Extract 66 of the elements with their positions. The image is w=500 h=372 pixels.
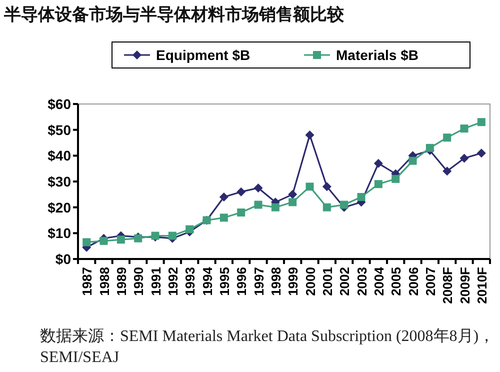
x-tick-label: 2005 bbox=[388, 267, 404, 296]
legend-label: Equipment $B bbox=[156, 47, 250, 63]
x-tick-label: 2006 bbox=[406, 267, 421, 296]
point bbox=[186, 225, 194, 234]
point bbox=[305, 130, 314, 140]
point bbox=[254, 183, 263, 192]
x-tick-label: 2007 bbox=[422, 267, 438, 296]
point bbox=[236, 187, 246, 196]
point bbox=[460, 154, 469, 163]
point bbox=[100, 236, 108, 245]
x-tick-label: 2002 bbox=[337, 267, 352, 296]
point bbox=[476, 148, 486, 158]
y-tick-label: $40 bbox=[48, 148, 72, 164]
y-tick-label: $60 bbox=[48, 96, 72, 112]
x-tick-label: 2010F bbox=[474, 266, 490, 304]
annotation: 数据来源：SEMI Materials Market Data Subscription (2008年8月)，SEMI/SEAJ bbox=[40, 326, 496, 368]
x-tick-label: 2001 bbox=[320, 267, 335, 296]
point bbox=[322, 182, 332, 192]
x-tick-label: 1996 bbox=[234, 267, 250, 296]
x-tick-label: 1994 bbox=[200, 266, 215, 296]
x-tick-label: 1997 bbox=[251, 267, 266, 296]
point bbox=[306, 182, 314, 191]
y-tick-label: $0 bbox=[55, 251, 72, 267]
x-tick-label: 2003 bbox=[354, 267, 370, 296]
point bbox=[116, 236, 125, 244]
y-tick-label: $10 bbox=[48, 225, 72, 242]
x-tick-label: 1992 bbox=[165, 267, 180, 296]
x-tick-label: 1988 bbox=[96, 267, 112, 296]
point bbox=[477, 118, 486, 126]
point bbox=[322, 203, 331, 212]
point bbox=[254, 200, 262, 209]
x-tick-label: 2009F bbox=[457, 266, 472, 304]
x-tick-label: 1991 bbox=[148, 267, 164, 296]
point bbox=[340, 200, 348, 209]
point bbox=[460, 124, 468, 133]
point bbox=[288, 190, 298, 199]
point bbox=[168, 232, 176, 240]
x-tick-label: 2008F bbox=[440, 266, 456, 304]
point bbox=[392, 174, 400, 183]
x-tick-label: 1999 bbox=[286, 267, 301, 296]
point bbox=[374, 180, 382, 188]
x-tick-label: 1987 bbox=[80, 267, 95, 296]
point bbox=[442, 166, 452, 176]
y-tick-label: $30 bbox=[48, 174, 72, 190]
point bbox=[374, 158, 383, 168]
x-tick-label: 1990 bbox=[131, 267, 146, 296]
x-tick-label: 2000 bbox=[302, 267, 318, 296]
point bbox=[237, 208, 246, 216]
point bbox=[82, 238, 91, 246]
y-tick-label: $50 bbox=[48, 122, 72, 138]
point bbox=[288, 198, 297, 206]
x-tick-label: 1998 bbox=[268, 267, 284, 296]
y-tick-label: $20 bbox=[48, 199, 72, 216]
x-tick-label: 1995 bbox=[216, 267, 232, 296]
x-tick-label: 2004 bbox=[371, 266, 386, 296]
point bbox=[220, 214, 228, 222]
x-tick-label: 1989 bbox=[114, 267, 129, 296]
point bbox=[426, 144, 434, 152]
point bbox=[408, 156, 417, 165]
title: 半导体设备市场与半导体材料市场销售额比较 bbox=[4, 5, 344, 24]
legend-label: Materials $B bbox=[336, 47, 418, 63]
point bbox=[271, 203, 280, 212]
point bbox=[219, 192, 228, 202]
x-tick-label: 1993 bbox=[182, 267, 198, 296]
point bbox=[443, 134, 452, 142]
point bbox=[357, 193, 366, 201]
